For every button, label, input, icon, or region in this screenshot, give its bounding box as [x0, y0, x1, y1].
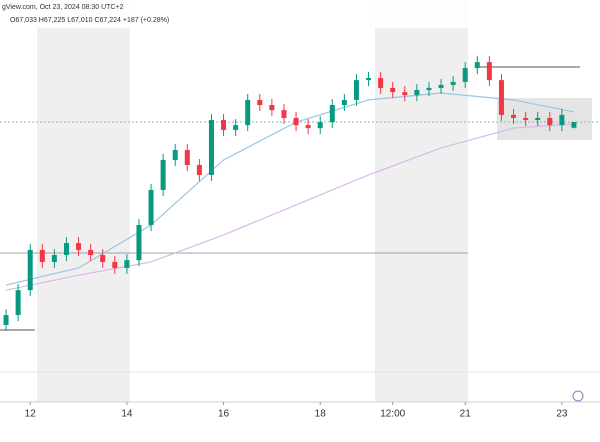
candle-body — [426, 87, 432, 91]
candle-body — [390, 87, 396, 93]
candle-body — [559, 114, 565, 126]
candle-body — [547, 117, 553, 126]
candle-body — [196, 165, 202, 175]
candle-body — [100, 255, 106, 262]
candle-body — [474, 62, 480, 69]
candle-body — [438, 84, 444, 88]
candle-body — [15, 290, 21, 316]
candle-body — [341, 99, 347, 106]
candle-body — [317, 122, 323, 129]
x-tick-label: 16 — [218, 409, 230, 420]
header-bg — [0, 0, 600, 28]
candle-body — [269, 105, 275, 111]
candle-body — [88, 249, 94, 256]
candle-body — [172, 150, 178, 160]
candle-body — [208, 120, 214, 175]
candle-body — [329, 105, 335, 123]
moving-average — [5, 123, 574, 291]
candle-body — [402, 92, 408, 96]
candle-body — [245, 99, 251, 126]
candle-body — [148, 189, 154, 226]
candle-body — [63, 243, 69, 256]
candle-body — [462, 68, 468, 82]
candle-body — [76, 243, 82, 250]
candle-body — [136, 225, 142, 261]
candle-body — [112, 261, 118, 268]
candle-body — [184, 150, 190, 166]
candle-body — [523, 117, 529, 121]
x-tick-label: 23 — [556, 409, 568, 420]
candle-body — [486, 62, 492, 81]
candle-body — [257, 99, 263, 106]
candle-body — [414, 90, 420, 96]
candle-body — [281, 110, 287, 118]
candle-body — [498, 80, 504, 115]
x-tick-label: 12 — [25, 409, 37, 420]
candle-body — [571, 122, 577, 128]
candle-body — [160, 159, 166, 190]
candle-body — [293, 117, 299, 126]
candle-body — [353, 80, 359, 100]
candle-body — [51, 255, 57, 262]
x-tick-label: 14 — [121, 409, 133, 420]
candle-body — [535, 117, 541, 121]
weekend-shade — [375, 0, 468, 402]
candle-body — [27, 249, 33, 291]
candle-body — [378, 78, 384, 88]
logo-icon — [572, 390, 584, 402]
candle-body — [124, 260, 130, 268]
range-box — [497, 98, 592, 140]
x-tick-label: 18 — [315, 409, 327, 420]
candle-body — [450, 81, 456, 85]
ohlc-text: O67,033 H67,225 L67,010 C67,224 +187 (+0… — [10, 17, 169, 24]
candle-body — [511, 114, 517, 118]
candle-body — [221, 120, 227, 130]
candle-body — [305, 125, 311, 129]
x-tick-label: 21 — [460, 409, 472, 420]
x-tick-label: 12:00 — [380, 409, 405, 420]
weekend-shade — [37, 0, 130, 402]
candle-body — [3, 315, 9, 325]
candle-body — [233, 125, 239, 130]
candle-body — [366, 78, 372, 81]
candle-body — [39, 249, 45, 262]
source-text: gView.com, Oct 23, 2024 08:30 UTC+2 — [2, 4, 124, 11]
